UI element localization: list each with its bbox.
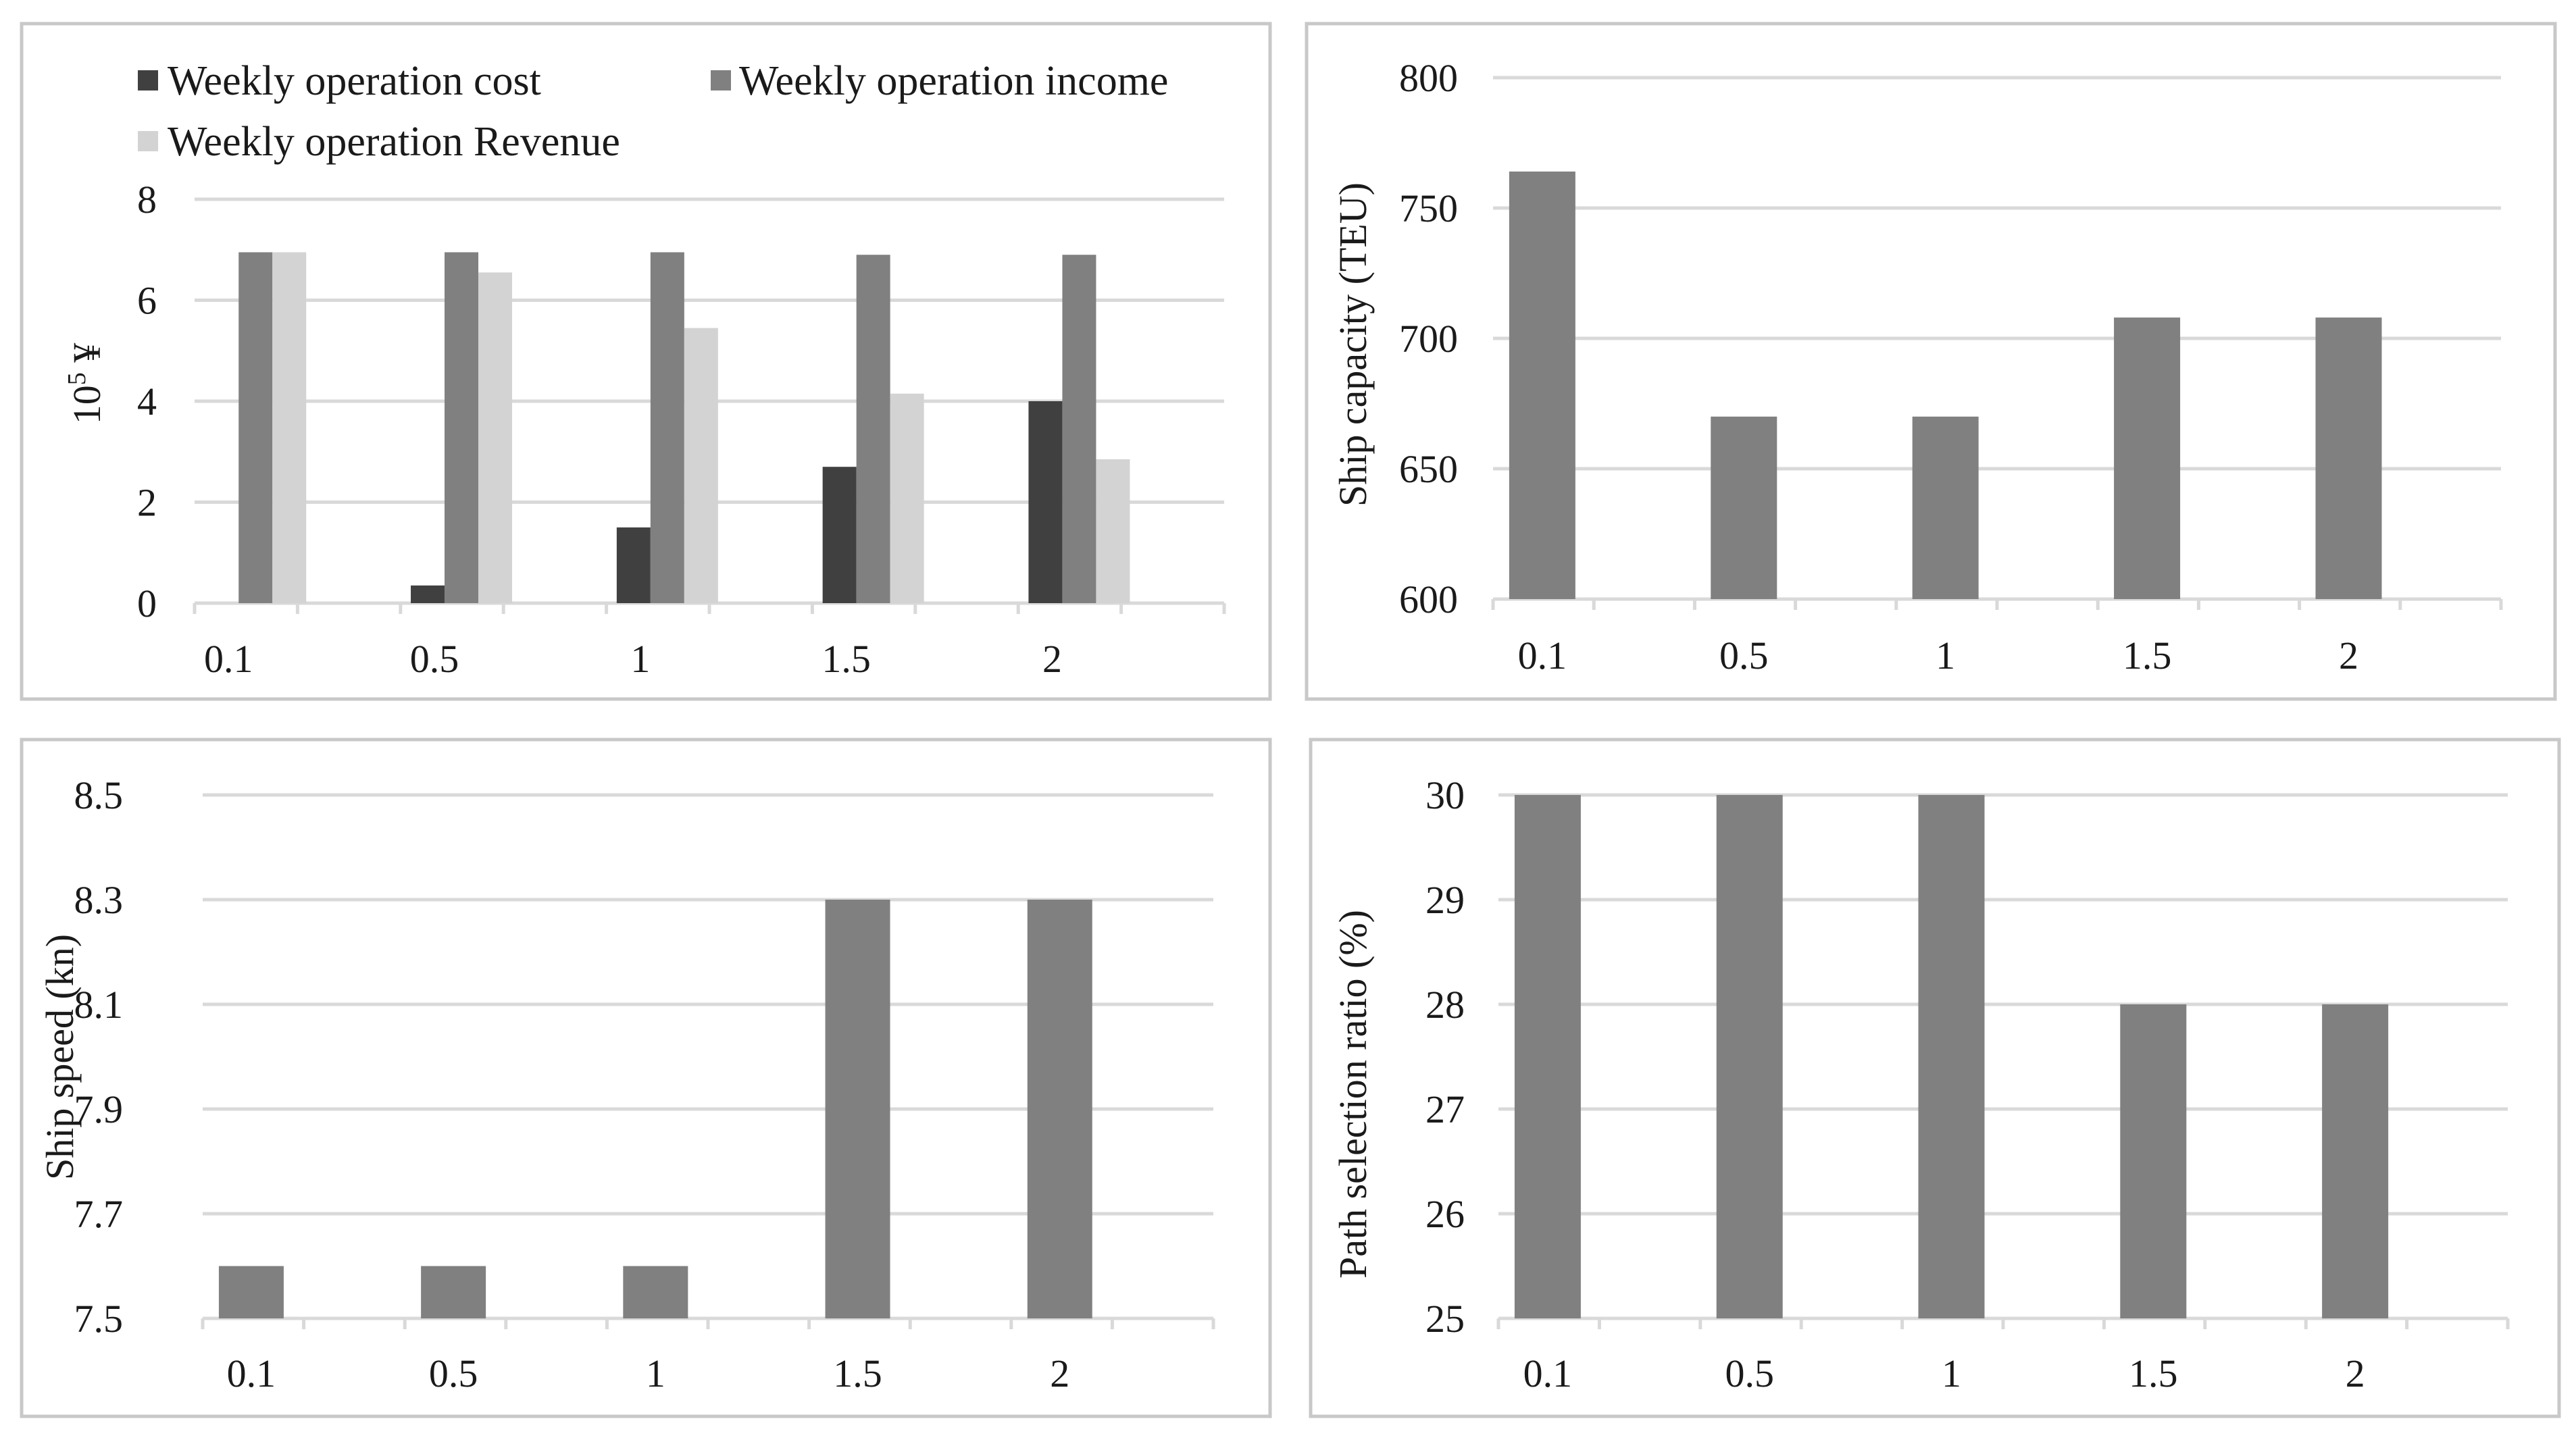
bar-ship-speed-2 bbox=[1027, 900, 1092, 1318]
bar-weekly-operation-income-1-5 bbox=[856, 255, 890, 604]
y-tick-label: 7.5 bbox=[74, 1297, 124, 1341]
y-tick-label: 8.3 bbox=[74, 878, 124, 922]
legend-swatch-cost bbox=[138, 70, 158, 91]
bar-ship-speed-1 bbox=[623, 1266, 688, 1318]
y-tick-label: 6 bbox=[137, 279, 157, 323]
x-tick-label: 1.5 bbox=[2123, 634, 2172, 677]
x-tick-label: 2 bbox=[2346, 1351, 2365, 1395]
x-tick-label: 0.1 bbox=[1523, 1351, 1573, 1395]
y-tick-label: 4 bbox=[137, 380, 157, 423]
bar-weekly-operation-income-1 bbox=[650, 252, 684, 603]
bar-ship-capacity-0-1 bbox=[1509, 171, 1575, 599]
x-tick-label: 1 bbox=[646, 1351, 665, 1395]
y-tick-label: 25 bbox=[1425, 1297, 1465, 1341]
y-tick-label: 30 bbox=[1425, 773, 1465, 817]
y-tick-label: 8.5 bbox=[74, 773, 124, 817]
bar-weekly-operation-income-2 bbox=[1062, 255, 1096, 604]
chart-panel-ship-speed: Ship speed (kn) 7.5 7.7 7.9 8.1 8.3 8.5 0.1 0.5… bbox=[20, 738, 1272, 1418]
bar-path-selection-ratio-0-1 bbox=[1514, 795, 1581, 1318]
x-tick-label: 2 bbox=[2339, 634, 2358, 677]
y-tick-label: 0 bbox=[137, 582, 157, 625]
legend-label-income: Weekly operation income bbox=[739, 58, 1168, 104]
y-tick-label: 700 bbox=[1399, 317, 1458, 361]
y-tick-label: 8.1 bbox=[74, 983, 124, 1027]
y-tick-label: 750 bbox=[1399, 186, 1458, 230]
y-axis-title: Ship capacity (TEU) bbox=[1331, 182, 1375, 507]
bar-ship-capacity-1-5 bbox=[2114, 317, 2181, 599]
legend: Weekly operation cost Weekly operation i… bbox=[138, 58, 1168, 165]
y-tick-label: 8 bbox=[137, 178, 157, 222]
bar-ship-speed-0-1 bbox=[218, 1266, 284, 1318]
y-tick-label: 27 bbox=[1425, 1087, 1465, 1131]
legend-label-cost: Weekly operation cost bbox=[168, 58, 541, 104]
bar-ship-speed-0-5 bbox=[421, 1266, 486, 1318]
chart-panel-path-selection-ratio: Path selection ratio (%) 25 26 27 28 29 30 0.1… bbox=[1309, 738, 2561, 1418]
x-tick-label: 1.5 bbox=[2129, 1351, 2178, 1395]
y-axis-title: Ship speed (kn) bbox=[38, 934, 82, 1180]
y-tick-label: 800 bbox=[1399, 56, 1458, 100]
bar-ship-capacity-0-5 bbox=[1711, 416, 1777, 599]
y-tick-label: 2 bbox=[137, 481, 157, 525]
legend-swatch-revenue bbox=[138, 131, 158, 151]
legend-label-revenue: Weekly operation Revenue bbox=[168, 119, 620, 165]
x-tick-label: 0.5 bbox=[1725, 1351, 1774, 1395]
bar-weekly-operation-cost-1-5 bbox=[822, 467, 857, 603]
bar-path-selection-ratio-1 bbox=[1918, 795, 1985, 1318]
y-tick-label: 28 bbox=[1425, 983, 1465, 1027]
bar-path-selection-ratio-1-5 bbox=[2120, 1004, 2187, 1318]
x-tick-label: 1 bbox=[1942, 1351, 1961, 1395]
y-tick-label: 29 bbox=[1425, 878, 1465, 922]
x-tick-label: 1 bbox=[630, 637, 650, 681]
bar-ship-capacity-2 bbox=[2315, 317, 2382, 599]
x-tick-label: 0.5 bbox=[1719, 634, 1769, 677]
bar-weekly-operation-cost-1 bbox=[616, 527, 651, 603]
x-tick-label: 0.1 bbox=[204, 637, 253, 681]
y-axis-title: 105 ¥ bbox=[63, 343, 109, 425]
bar-weekly-operation-income-0-1 bbox=[238, 252, 273, 603]
bar-weekly-operation-revenue-1-5 bbox=[890, 393, 924, 603]
bar-ship-capacity-1 bbox=[1912, 416, 1979, 599]
y-axis-title-base: 10 bbox=[65, 385, 109, 424]
x-tick-label: 1.5 bbox=[833, 1351, 882, 1395]
bar-weekly-operation-cost-0-5 bbox=[411, 585, 445, 603]
bar-weekly-operation-revenue-0-1 bbox=[272, 252, 307, 603]
y-axis-title-unit: ¥ bbox=[65, 343, 109, 373]
bar-path-selection-ratio-2 bbox=[2322, 1004, 2389, 1318]
chart-panel-cost-income-revenue: Weekly operation cost Weekly operation i… bbox=[20, 22, 1272, 701]
bar-weekly-operation-revenue-1 bbox=[684, 328, 718, 603]
bar-path-selection-ratio-0-5 bbox=[1716, 795, 1783, 1318]
y-axis-title-exponent: 5 bbox=[63, 372, 91, 385]
x-tick-label: 0.1 bbox=[1518, 634, 1567, 677]
bar-weekly-operation-revenue-0-5 bbox=[478, 272, 513, 603]
x-tick-label: 0.1 bbox=[227, 1351, 276, 1395]
x-tick-label: 0.5 bbox=[429, 1351, 478, 1395]
bar-weekly-operation-income-0-5 bbox=[445, 252, 479, 603]
bar-ship-speed-1-5 bbox=[825, 900, 890, 1318]
y-tick-label: 600 bbox=[1399, 577, 1458, 621]
y-tick-label: 26 bbox=[1425, 1192, 1465, 1236]
bar-weekly-operation-revenue-2 bbox=[1096, 459, 1130, 603]
chart-panel-ship-capacity: Ship capacity (TEU) 600 650 700 750 800 0.1 0.… bbox=[1305, 22, 2557, 701]
y-tick-label: 650 bbox=[1399, 447, 1458, 491]
x-tick-label: 1 bbox=[1936, 634, 1955, 677]
x-tick-label: 2 bbox=[1050, 1351, 1069, 1395]
x-tick-label: 0.5 bbox=[410, 637, 459, 681]
y-axis-title: Path selection ratio (%) bbox=[1331, 910, 1375, 1279]
x-tick-label: 2 bbox=[1042, 637, 1062, 681]
x-tick-label: 1.5 bbox=[822, 637, 871, 681]
bar-weekly-operation-cost-2 bbox=[1028, 401, 1063, 603]
legend-swatch-income bbox=[711, 70, 731, 91]
y-tick-label: 7.7 bbox=[74, 1192, 124, 1236]
y-tick-label: 7.9 bbox=[74, 1087, 124, 1131]
